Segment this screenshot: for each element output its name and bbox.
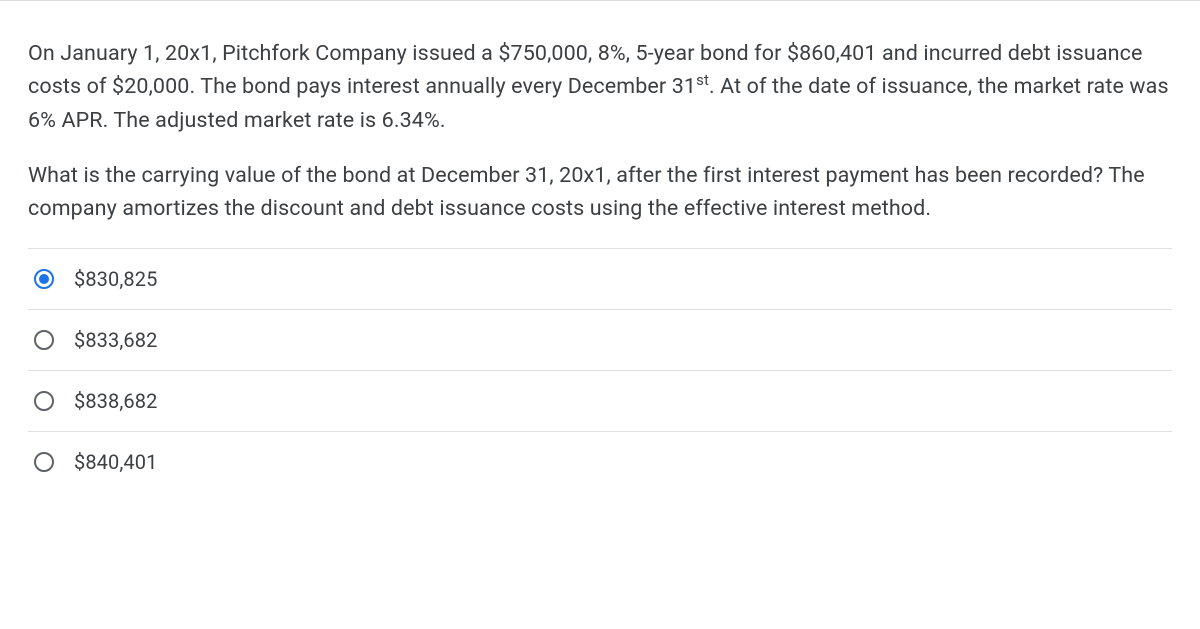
radio-unselected-icon[interactable] bbox=[34, 452, 54, 472]
question-stem: On January 1, 20x1, Pitchfork Company is… bbox=[28, 37, 1172, 226]
option-row[interactable]: $833,682 bbox=[28, 310, 1172, 371]
question-paragraph-2: What is the carrying value of the bond a… bbox=[28, 159, 1172, 226]
radio-unselected-icon[interactable] bbox=[34, 391, 54, 411]
option-row[interactable]: $838,682 bbox=[28, 371, 1172, 432]
question-card: On January 1, 20x1, Pitchfork Company is… bbox=[0, 0, 1200, 629]
option-label: $838,682 bbox=[74, 389, 157, 413]
options-list: $830,825 $833,682 $838,682 $840,401 bbox=[28, 248, 1172, 493]
option-row[interactable]: $830,825 bbox=[28, 249, 1172, 310]
option-label: $830,825 bbox=[74, 267, 157, 291]
radio-selected-icon[interactable] bbox=[34, 269, 54, 289]
option-label: $833,682 bbox=[74, 328, 157, 352]
option-label: $840,401 bbox=[74, 450, 157, 474]
radio-unselected-icon[interactable] bbox=[34, 330, 54, 350]
option-row[interactable]: $840,401 bbox=[28, 432, 1172, 493]
question-paragraph-1: On January 1, 20x1, Pitchfork Company is… bbox=[28, 37, 1172, 137]
